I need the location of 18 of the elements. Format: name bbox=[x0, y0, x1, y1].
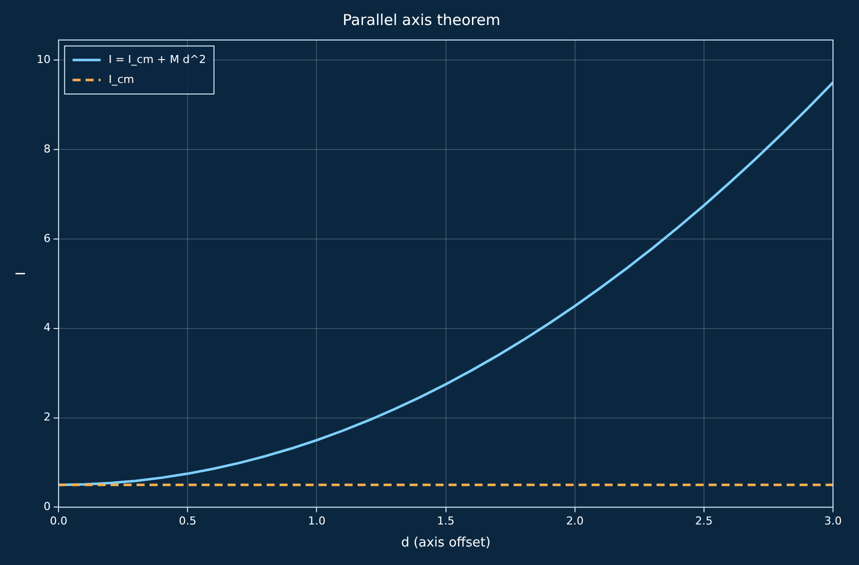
y-axis-title: I bbox=[14, 272, 30, 276]
x-axis-title: d (axis offset) bbox=[401, 536, 491, 551]
y-tick-label: 8 bbox=[44, 142, 51, 156]
x-tick-label: 3.0 bbox=[824, 514, 842, 528]
y-tick-label: 4 bbox=[44, 321, 51, 334]
x-tick-label: 1.5 bbox=[437, 514, 455, 528]
y-tick-label: 10 bbox=[36, 52, 51, 66]
x-tick-label: 2.0 bbox=[566, 514, 584, 528]
y-tick-label: 6 bbox=[44, 232, 51, 245]
legend-label: I = I_cm + M d^2 bbox=[108, 52, 206, 66]
x-tick-label: 0.5 bbox=[178, 514, 196, 528]
x-tick-label: 1.0 bbox=[308, 514, 326, 528]
chart-title: Parallel axis theorem bbox=[342, 10, 500, 29]
y-tick-label: 0 bbox=[44, 500, 51, 514]
x-tick-label: 2.5 bbox=[695, 514, 713, 528]
y-tick-label: 2 bbox=[44, 410, 51, 424]
x-tick-label: 0.0 bbox=[50, 514, 68, 528]
legend-label: I_cm bbox=[108, 72, 134, 86]
